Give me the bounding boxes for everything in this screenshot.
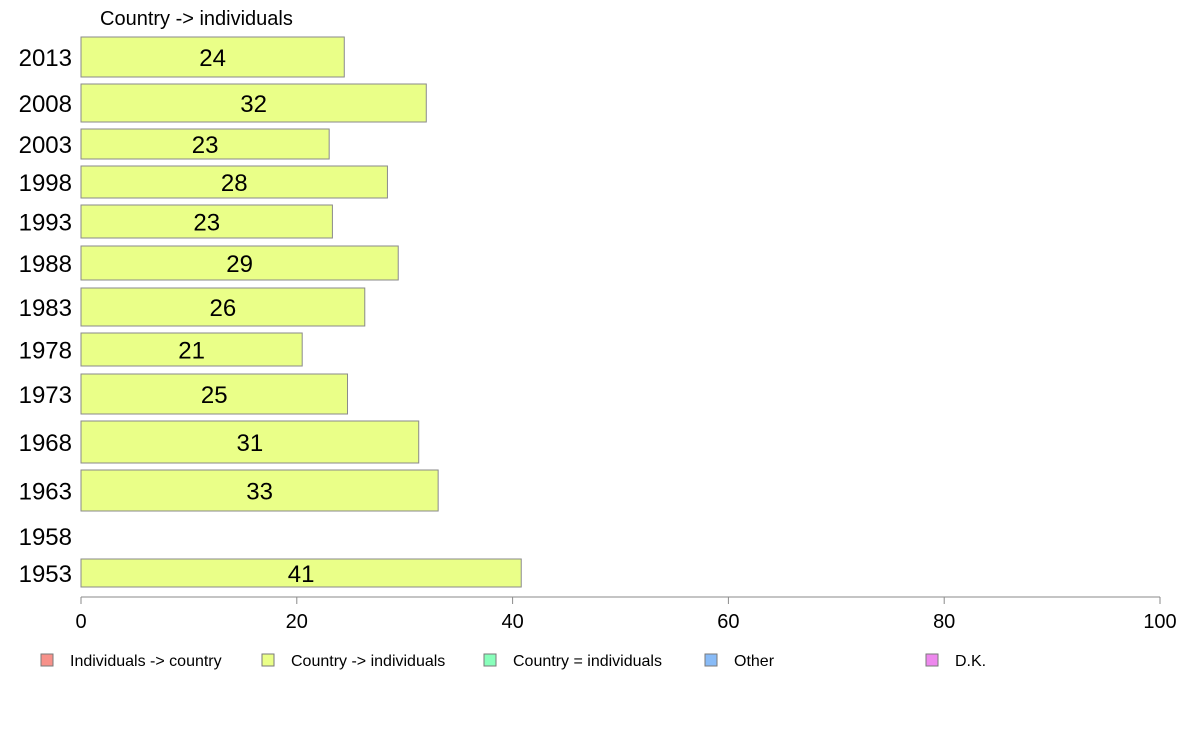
bar (80, 128, 330, 160)
legend-label: Country = individuals (513, 653, 662, 670)
bar (80, 469, 439, 512)
category-label: 2003 (19, 132, 72, 159)
bar-value-label: 25 (201, 382, 228, 409)
x-tick-label: 0 (75, 611, 86, 633)
category-labels-group: 2013 2008 2003 1998 1993 1988 1983 1978 1973 1968… (19, 45, 72, 588)
legend-swatch (704, 653, 718, 667)
legend-swatch (40, 653, 54, 667)
legend: Individuals -> country Country -> individ… (40, 653, 986, 670)
category-label: 1983 (19, 295, 72, 322)
bar-value-label: 33 (246, 479, 273, 506)
x-tick-label: 20 (286, 611, 308, 633)
bar-value-label: 28 (221, 170, 248, 197)
bar (80, 373, 349, 415)
bar-value-label: 21 (178, 338, 205, 365)
x-tick-label: 40 (501, 611, 523, 633)
bar-value-label: 24 (199, 45, 226, 72)
legend-label: D.K. (955, 653, 986, 670)
bar-value-label: 23 (192, 132, 219, 159)
bar (80, 332, 303, 367)
category-label: 1958 (19, 524, 72, 551)
bar (80, 287, 366, 327)
bar (80, 204, 333, 239)
category-label: 1973 (19, 382, 72, 409)
bar (80, 245, 399, 281)
legend-label: Country -> individuals (291, 653, 445, 670)
bar (80, 420, 420, 464)
bar (80, 558, 522, 588)
category-label: 1978 (19, 338, 72, 365)
legend-swatch (925, 653, 939, 667)
category-label: 2013 (19, 45, 72, 72)
x-axis: 0 20 40 60 80 100 (75, 596, 1177, 633)
chart-title: Country -> individuals (100, 8, 293, 30)
bar-value-label: 32 (240, 91, 267, 118)
legend-swatch (483, 653, 497, 667)
bar-value-label: 41 (288, 561, 315, 588)
legend-swatch (261, 653, 275, 667)
legend-label: Individuals -> country (70, 653, 222, 670)
category-label: 2008 (19, 91, 72, 118)
category-label: 1993 (19, 210, 72, 237)
x-tick-label: 60 (717, 611, 739, 633)
bar (80, 165, 388, 199)
bar-value-label: 26 (210, 295, 237, 322)
legend-label: Other (734, 653, 775, 670)
x-tick-label: 100 (1143, 611, 1176, 633)
category-label: 1968 (19, 430, 72, 457)
category-label: 1963 (19, 479, 72, 506)
category-label: 1988 (19, 251, 72, 278)
category-label: 1953 (19, 561, 72, 588)
bar-value-label: 29 (226, 251, 253, 278)
bar (80, 36, 345, 78)
bar-value-label: 31 (237, 430, 264, 457)
x-tick-label: 80 (933, 611, 955, 633)
category-label: 1998 (19, 170, 72, 197)
bar-value-label: 23 (193, 210, 220, 237)
bar (80, 83, 427, 123)
